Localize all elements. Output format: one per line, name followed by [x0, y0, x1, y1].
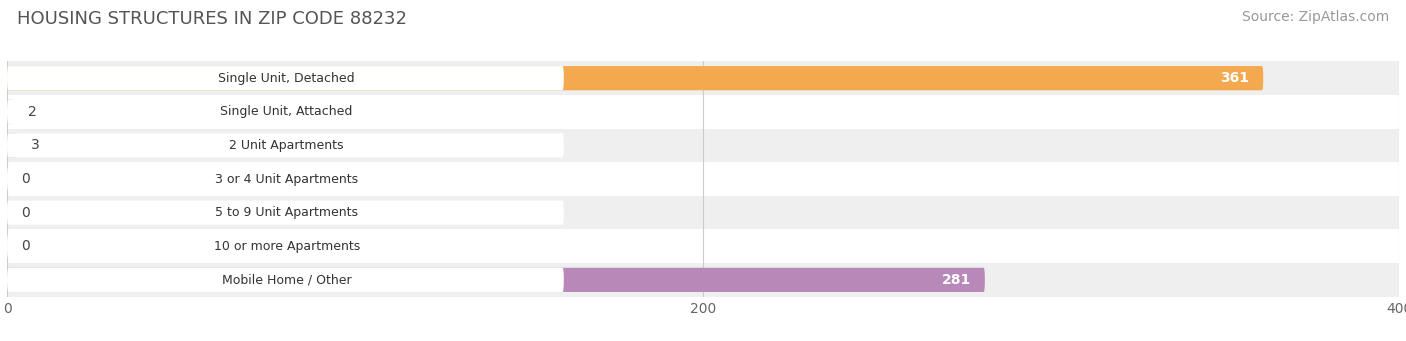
- FancyBboxPatch shape: [7, 133, 17, 158]
- Text: 361: 361: [1220, 71, 1250, 85]
- Bar: [7, 95, 1399, 129]
- FancyBboxPatch shape: [7, 268, 984, 292]
- FancyBboxPatch shape: [7, 100, 14, 124]
- Text: Single Unit, Detached: Single Unit, Detached: [218, 72, 354, 85]
- Text: Single Unit, Attached: Single Unit, Attached: [221, 105, 353, 118]
- FancyBboxPatch shape: [7, 133, 564, 158]
- Text: 2: 2: [28, 105, 37, 119]
- Bar: [7, 129, 1399, 162]
- FancyBboxPatch shape: [7, 201, 564, 225]
- FancyBboxPatch shape: [7, 234, 564, 258]
- Bar: [7, 196, 1399, 229]
- Text: 0: 0: [21, 206, 30, 220]
- Text: Source: ZipAtlas.com: Source: ZipAtlas.com: [1241, 10, 1389, 24]
- FancyBboxPatch shape: [7, 268, 564, 292]
- FancyBboxPatch shape: [7, 167, 564, 191]
- Text: 5 to 9 Unit Apartments: 5 to 9 Unit Apartments: [215, 206, 359, 219]
- Text: 3 or 4 Unit Apartments: 3 or 4 Unit Apartments: [215, 173, 359, 186]
- Text: 0: 0: [21, 239, 30, 253]
- Text: Mobile Home / Other: Mobile Home / Other: [222, 273, 352, 286]
- Text: 10 or more Apartments: 10 or more Apartments: [214, 240, 360, 253]
- Text: 0: 0: [21, 172, 30, 186]
- Bar: [7, 229, 1399, 263]
- Bar: [7, 162, 1399, 196]
- Text: 2 Unit Apartments: 2 Unit Apartments: [229, 139, 344, 152]
- FancyBboxPatch shape: [7, 100, 564, 124]
- Text: HOUSING STRUCTURES IN ZIP CODE 88232: HOUSING STRUCTURES IN ZIP CODE 88232: [17, 10, 406, 28]
- Text: 281: 281: [942, 273, 972, 287]
- Bar: [7, 61, 1399, 95]
- Text: 3: 3: [31, 138, 41, 152]
- FancyBboxPatch shape: [7, 66, 564, 90]
- Bar: [7, 263, 1399, 297]
- FancyBboxPatch shape: [7, 66, 1263, 90]
